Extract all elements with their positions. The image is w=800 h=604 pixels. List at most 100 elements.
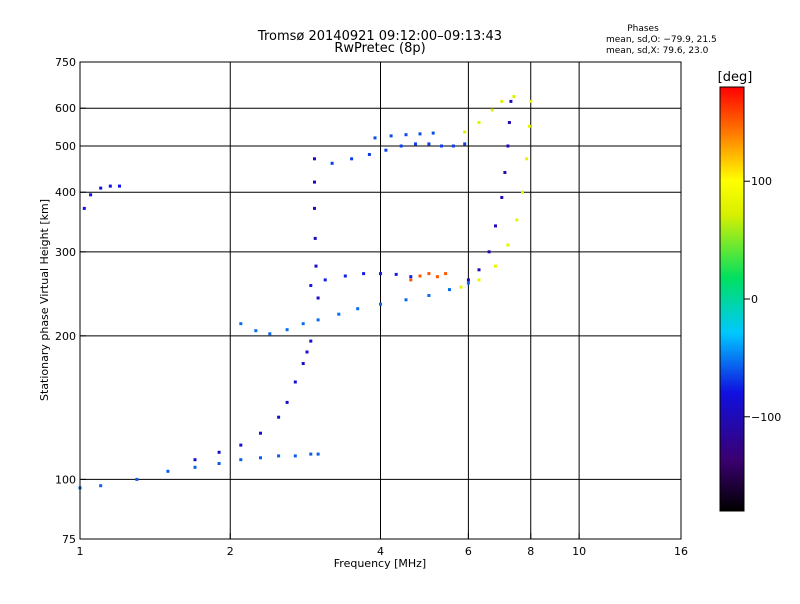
- data-point: [427, 294, 431, 297]
- data-point: [217, 462, 221, 465]
- data-point: [309, 339, 313, 343]
- phase-stats-x: mean, sd,X: 79.6, 23.0: [606, 46, 709, 56]
- y-tick-label: 100: [55, 473, 76, 486]
- data-point: [239, 458, 243, 462]
- x-tick-label: 8: [527, 545, 534, 558]
- y-axis-label: Stationary phase Virtual Height [km]: [38, 199, 51, 401]
- data-point: [330, 161, 334, 165]
- data-point: [466, 281, 470, 285]
- chart-title: Tromsø 20140921 09:12:00–09:13:43: [257, 29, 502, 44]
- phase-stats-o: mean, sd,O: −79.9, 21.5: [606, 35, 717, 45]
- data-point: [277, 415, 281, 419]
- data-point: [384, 148, 388, 152]
- trace-e-region-rising-trace: [193, 339, 313, 462]
- data-point: [507, 121, 511, 124]
- trace-f-region-steep-o-trace: [313, 157, 320, 300]
- x-tick-label: 2: [227, 545, 234, 558]
- data-point: [418, 132, 422, 136]
- data-point: [487, 250, 491, 254]
- colorbar-label: [deg]: [718, 70, 753, 85]
- data-point: [494, 264, 497, 268]
- data-point: [389, 134, 393, 138]
- data-point: [435, 275, 439, 279]
- trace-x-mode-cusp: [459, 99, 533, 289]
- x-tick-label: 6: [465, 545, 472, 558]
- data-point: [313, 157, 316, 161]
- data-point: [285, 400, 289, 404]
- data-point: [193, 458, 197, 462]
- data-point: [379, 272, 382, 276]
- y-tick-label: 750: [55, 56, 76, 69]
- colorbar-tick-label: 100: [751, 175, 772, 188]
- data-point: [239, 322, 243, 326]
- data-point: [477, 121, 481, 124]
- data-point: [293, 380, 297, 384]
- data-point: [527, 124, 531, 128]
- y-tick-label: 75: [62, 533, 76, 546]
- data-point: [515, 218, 519, 222]
- trace-x-mode-trace: [463, 95, 516, 134]
- data-point: [404, 298, 408, 302]
- data-point: [431, 131, 435, 135]
- data-point: [494, 224, 497, 228]
- data-point: [99, 186, 103, 190]
- data-point: [337, 312, 341, 316]
- y-tick-label: 300: [55, 246, 76, 259]
- data-point: [503, 171, 507, 174]
- data-point: [490, 108, 494, 112]
- trace-oblique-echo-upper: [373, 131, 435, 140]
- data-point: [323, 278, 327, 282]
- data-point: [379, 302, 382, 306]
- trace-low-frequency-spread-echo: [82, 184, 121, 210]
- data-point: [316, 318, 320, 322]
- data-points: [78, 95, 533, 490]
- data-point: [313, 206, 316, 210]
- trace-oblique-echo-trace: [330, 142, 467, 165]
- data-point: [529, 99, 533, 103]
- data-point: [477, 278, 481, 282]
- data-point: [427, 142, 431, 146]
- data-point: [259, 456, 262, 460]
- data-point: [277, 454, 281, 458]
- x-tick-label: 1: [77, 545, 84, 558]
- data-point: [285, 328, 289, 332]
- data-point: [316, 452, 320, 456]
- data-point: [509, 99, 513, 103]
- data-point: [309, 284, 313, 287]
- chart-subtitle: RwPretec (8p): [334, 41, 425, 56]
- x-tick-label: 16: [674, 545, 688, 558]
- data-point: [521, 190, 524, 194]
- data-point: [313, 180, 316, 184]
- data-point: [313, 236, 317, 240]
- data-point: [309, 452, 313, 456]
- data-point: [268, 332, 272, 336]
- x-tick-label: 4: [377, 545, 384, 558]
- data-point: [254, 329, 258, 333]
- data-point: [293, 454, 297, 458]
- data-point: [314, 264, 318, 268]
- data-point: [356, 307, 360, 311]
- data-point: [89, 193, 93, 197]
- data-point: [135, 477, 139, 481]
- data-point: [367, 153, 371, 156]
- data-point: [301, 322, 305, 326]
- grid-lines: [80, 62, 681, 539]
- data-point: [414, 142, 417, 146]
- data-point: [500, 99, 504, 103]
- data-point: [82, 206, 86, 210]
- data-point: [108, 184, 112, 188]
- data-point: [301, 362, 305, 365]
- y-tick-label: 600: [55, 102, 76, 115]
- data-point: [525, 157, 529, 161]
- trace-echo-patch: [409, 272, 448, 282]
- data-point: [463, 142, 467, 146]
- data-point: [512, 95, 516, 98]
- y-tick-label: 400: [55, 186, 76, 199]
- x-tick-label: 10: [572, 545, 586, 558]
- data-point: [440, 144, 443, 148]
- data-point: [373, 136, 377, 140]
- data-point: [500, 196, 504, 199]
- data-point: [316, 296, 320, 300]
